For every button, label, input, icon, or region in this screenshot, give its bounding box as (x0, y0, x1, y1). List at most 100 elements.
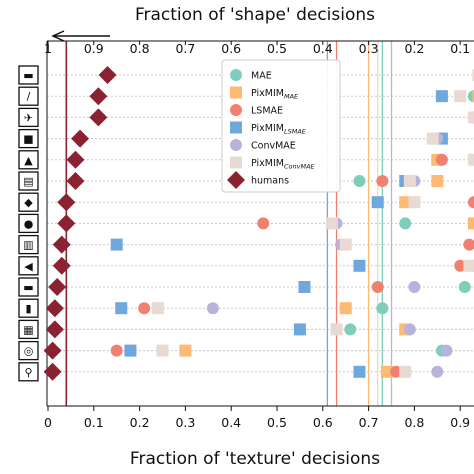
point-pixmim-convmae-knife (454, 90, 467, 103)
point-humans-car (98, 66, 117, 84)
svg-text:●: ● (24, 217, 34, 230)
knife-icon: / (18, 86, 39, 106)
legend-label-humans: humans (251, 176, 289, 187)
legend-label-text: MAE (251, 71, 272, 82)
point-lsmae-bottle (138, 302, 151, 315)
top-tick-label: 0.8 (130, 41, 150, 56)
point-humans-clock (43, 341, 62, 360)
car-icon: ▬ (18, 65, 39, 85)
point-pixmim-convmae-bottle (151, 302, 164, 315)
legend-marker-pixmim-mae (230, 86, 242, 99)
legend-label-text: ConvMAE (251, 141, 296, 152)
point-pixmim-mae-bottle (339, 302, 352, 315)
point-pixmim-mae-knife (472, 90, 474, 103)
point-lsmae-oven (376, 175, 389, 187)
point-pixmim-mae-bicycle (380, 365, 393, 378)
airplane-icon: ✈ (18, 107, 39, 128)
svg-text:▮: ▮ (25, 302, 31, 315)
legend-label-text: PixMIM (251, 158, 284, 169)
point-convmae-clock (440, 344, 453, 357)
data-points (43, 66, 474, 381)
point-lsmae-bird (454, 259, 467, 272)
legend-marker-humans (227, 171, 245, 189)
point-lsmae-dog (435, 153, 448, 166)
legend-label-pixmim-convmae: PixMIMConvMAE (251, 158, 316, 171)
point-humans-oven (66, 172, 85, 190)
svg-text:▥: ▥ (23, 239, 33, 252)
point-mae-chair (344, 323, 357, 336)
legend-label-convmae: ConvMAE (251, 141, 296, 152)
bottom-tick-label: 0.8 (404, 415, 424, 430)
bottom-tick-label: 0.3 (175, 415, 195, 430)
legend-marker-pixmim-convmae (230, 156, 242, 169)
point-humans-bear (71, 129, 90, 148)
svg-text:▬: ▬ (23, 69, 33, 82)
legend-label-subscript: LSMAE (284, 128, 307, 136)
clock-icon: ◎ (18, 340, 39, 361)
top-tick-label: 0.5 (267, 41, 287, 56)
top-axis-ticks: 1 0.9 0.8 0.7 0.6 0.5 0.4 0.3 0.2 0.1 (44, 41, 470, 56)
point-humans-knife (89, 87, 108, 106)
point-convmae-chair (403, 323, 416, 336)
point-humans-elephant (57, 214, 76, 233)
top-tick-label: 0.6 (221, 41, 241, 56)
bottle-icon: ▮ (18, 298, 39, 318)
legend-marker-mae (230, 69, 242, 81)
point-pixmim-lsmae-clock (124, 344, 137, 357)
bird-icon: ◀ (18, 256, 39, 276)
point-pixmim-convmae-car (472, 69, 474, 81)
point-pixmim-convmae-bird (463, 259, 474, 272)
point-lsmae-truck (371, 281, 384, 293)
x-axis-label: Fraction of 'texture' decisions (130, 449, 380, 469)
bottom-tick-label: 0.1 (84, 415, 104, 430)
point-humans-chair (45, 320, 64, 339)
dog-icon: ▲ (18, 150, 39, 170)
legend-label-mae: MAE (251, 71, 272, 82)
category-icons: ▬ / ✈ ■ ▲ ▤ ◆ ● ▥ ◀ ▬ ▮ ▦ ◎ ⚲ (18, 65, 39, 382)
point-pixmim-lsmae-truck (298, 281, 311, 293)
svg-text:⚲: ⚲ (24, 366, 32, 379)
legend-label-text: PixMIM (251, 123, 284, 134)
legend-label-text: humans (251, 176, 289, 187)
boat-icon: ▥ (18, 234, 39, 255)
point-pixmim-mae-cat (399, 196, 412, 209)
point-pixmim-convmae-bear (426, 132, 439, 145)
top-tick-label: 0.2 (404, 41, 424, 56)
top-tick-label: 1 (44, 41, 52, 56)
legend-label-lsmae: LSMAE (251, 106, 283, 117)
legend-label-text: PixMIM (251, 88, 284, 99)
svg-text:✈: ✈ (24, 111, 33, 124)
point-humans-cat (57, 193, 76, 212)
svg-text:▤: ▤ (23, 175, 33, 188)
legend-marker-pixmim-lsmae (230, 121, 242, 134)
legend-label-subscript: ConvMAE (284, 163, 316, 171)
point-lsmae-boat (463, 238, 474, 251)
bicycle-icon: ⚲ (18, 362, 39, 382)
point-pixmim-lsmae-bottle (115, 302, 128, 315)
svg-text:▬: ▬ (23, 281, 33, 294)
svg-text:▦: ▦ (23, 323, 33, 336)
point-humans-bicycle (43, 362, 62, 381)
chart-title: Fraction of 'shape' decisions (135, 5, 375, 25)
svg-text:◆: ◆ (24, 196, 33, 209)
point-convmae-bicycle (431, 365, 444, 378)
point-pixmim-mae-oven (431, 175, 444, 187)
point-mae-knife (467, 90, 474, 103)
svg-text:◎: ◎ (24, 345, 34, 358)
point-pixmim-mae-elephant (467, 217, 474, 230)
chair-icon: ▦ (18, 319, 39, 340)
legend-label-subscript: MAE (284, 93, 299, 101)
point-pixmim-convmae-chair (330, 323, 343, 336)
legend-label-text: LSMAE (251, 106, 283, 117)
top-axis-arrow (51, 30, 110, 42)
bottom-tick-label: 0.4 (221, 415, 241, 430)
bottom-tick-label: 0.5 (267, 415, 287, 430)
elephant-icon: ● (18, 213, 39, 234)
point-pixmim-lsmae-cat (371, 196, 384, 209)
bottom-axis-ticks: 0 0.1 0.2 0.3 0.4 0.5 0.6 0.7 0.8 0.9 (44, 406, 470, 430)
point-humans-bird (52, 256, 71, 275)
point-pixmim-convmae-oven (403, 175, 416, 187)
svg-text:▲: ▲ (24, 154, 33, 167)
point-pixmim-lsmae-bicycle (353, 365, 366, 378)
